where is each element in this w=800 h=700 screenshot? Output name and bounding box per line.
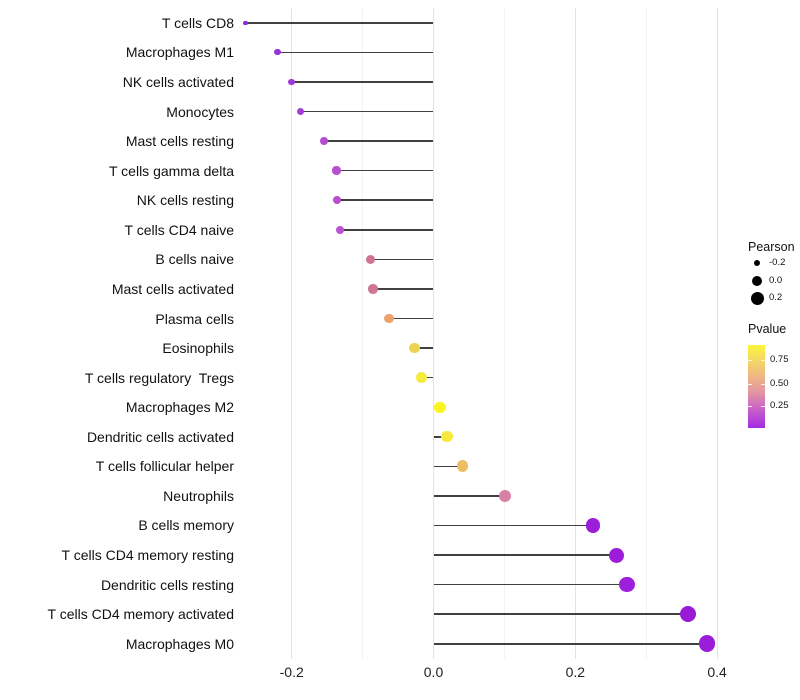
category-label: T cells CD4 naive: [124, 221, 234, 238]
lollipop-dot: [274, 49, 281, 56]
lollipop-stick: [388, 317, 434, 320]
lollipop-dot: [332, 166, 341, 175]
x-axis-tick-label: 0.4: [707, 664, 727, 680]
category-label: T cells regulatory Tregs: [84, 369, 234, 386]
colorbar-tick: [748, 405, 752, 407]
lollipop-dot: [409, 342, 420, 354]
size-legend-label-2: 0.0: [769, 275, 783, 286]
lollipop-dot: [698, 635, 716, 653]
minor-gridline: [362, 8, 364, 659]
category-label: Monocytes: [166, 103, 234, 120]
lollipop-dot: [319, 137, 328, 146]
x-axis-tick-label: -0.2: [279, 664, 304, 680]
lollipop-dot: [335, 225, 345, 234]
lollipop-dot: [498, 489, 512, 503]
category-label: T cells gamma delta: [108, 162, 234, 179]
category-label: B cells naive: [155, 251, 234, 268]
lollipop-stick: [433, 642, 708, 645]
lollipop-dot: [585, 518, 601, 533]
minor-gridline: [645, 8, 647, 659]
lollipop-dot: [296, 107, 304, 116]
category-label: Dendritic cells activated: [86, 428, 234, 445]
lollipop-stick: [414, 347, 434, 349]
category-label: NK cells activated: [122, 73, 234, 90]
lollipop-dot: [608, 547, 624, 563]
size-legend-label-3: 0.2: [769, 292, 783, 303]
category-label: T cells CD8: [161, 14, 234, 31]
category-label: B cells memory: [138, 517, 234, 534]
lollipop-stick: [245, 22, 434, 24]
lollipop-dot: [365, 254, 376, 265]
major-gridline: [291, 8, 293, 659]
lollipop-stick: [433, 495, 506, 497]
colorbar-tick: [761, 359, 765, 361]
colorbar-tick: [748, 383, 752, 385]
lollipop-dot: [441, 431, 453, 443]
lollipop-stick: [277, 51, 434, 54]
lollipop-stick: [373, 288, 434, 290]
major-gridline: [716, 8, 718, 659]
category-label: NK cells resting: [136, 192, 234, 209]
size-legend-dot-medium: [752, 276, 762, 286]
lollipop-stick: [291, 81, 434, 83]
lollipop-stick: [370, 258, 434, 261]
colorbar-label-050: 0.50: [770, 378, 789, 389]
category-label: Neutrophils: [163, 487, 234, 504]
major-gridline: [433, 8, 434, 659]
lollipop-dot: [288, 78, 296, 86]
category-label: T cells CD4 memory resting: [61, 547, 234, 564]
lollipop-dot: [383, 313, 394, 324]
colorbar-tick: [748, 359, 752, 361]
x-axis-tick-label: 0.0: [423, 664, 444, 680]
lollipop-stick: [421, 376, 434, 379]
lollipop-stick: [336, 169, 434, 172]
lollipop-dot: [243, 20, 248, 25]
category-label: T cells follicular helper: [95, 458, 234, 475]
lollipop-dot: [416, 372, 427, 384]
major-gridline: [574, 8, 576, 659]
category-label: Plasma cells: [155, 310, 234, 327]
lollipop-stick: [323, 140, 434, 142]
category-label: Dendritic cells resting: [100, 576, 234, 593]
category-label: T cells CD4 memory activated: [47, 606, 234, 623]
lollipop-stick: [433, 524, 594, 527]
color-legend-title: Pvalue: [748, 322, 787, 336]
category-label: Mast cells activated: [111, 280, 234, 297]
minor-gridline: [503, 8, 505, 659]
lollipop-dot: [679, 606, 697, 623]
lollipop-stick: [433, 554, 617, 556]
lollipop-dot: [456, 460, 469, 473]
lollipop-dot: [434, 401, 446, 413]
size-legend-title: Pearson: [748, 240, 795, 254]
lollipop-stick: [433, 613, 689, 615]
category-label: Macrophages M1: [125, 44, 234, 61]
lollipop-stick: [433, 465, 463, 468]
lollipop-stick: [433, 435, 447, 438]
pvalue-colorbar: [748, 345, 765, 428]
lollipop-stick: [300, 110, 434, 113]
lollipop-stick: [337, 199, 434, 201]
category-label: Macrophages M2: [125, 399, 234, 416]
colorbar-label-075: 0.75: [770, 354, 789, 365]
lollipop-dot: [619, 577, 635, 593]
category-label: Mast cells resting: [125, 133, 234, 150]
lollipop-stick: [339, 228, 434, 231]
size-legend-label-1: -0.2: [769, 257, 786, 268]
size-legend-dot-large: [750, 291, 764, 305]
colorbar-label-025: 0.25: [770, 400, 789, 411]
category-label: Macrophages M0: [125, 635, 234, 652]
lollipop-stick: [433, 583, 628, 586]
colorbar-tick: [761, 405, 765, 407]
colorbar-tick: [761, 383, 765, 385]
x-axis-tick-label: 0.2: [565, 664, 586, 680]
category-label: Eosinophils: [162, 340, 234, 357]
lollipop-dot: [368, 284, 378, 294]
size-legend-dot-small: [753, 259, 761, 267]
lollipop-dot: [332, 196, 342, 205]
